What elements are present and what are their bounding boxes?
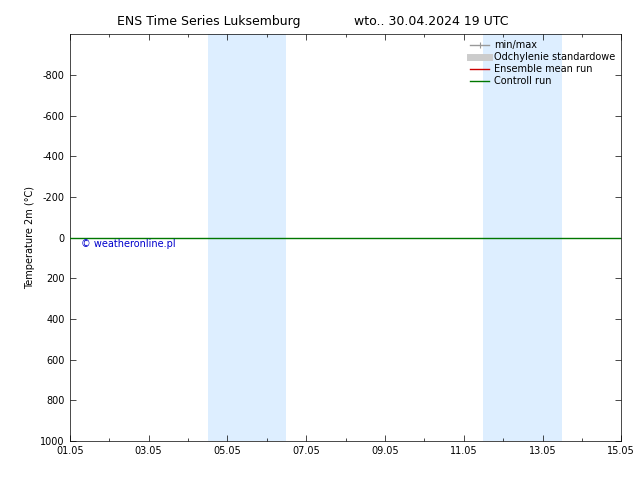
Text: wto.. 30.04.2024 19 UTC: wto.. 30.04.2024 19 UTC [354,15,508,28]
Text: ENS Time Series Luksemburg: ENS Time Series Luksemburg [117,15,301,28]
Y-axis label: Temperature 2m (°C): Temperature 2m (°C) [25,186,35,289]
Bar [483,34,562,441]
Legend: min/max, Odchylenie standardowe, Ensemble mean run, Controll run: min/max, Odchylenie standardowe, Ensembl… [466,36,619,90]
Bar [207,34,287,441]
Text: © weatheronline.pl: © weatheronline.pl [81,239,176,249]
